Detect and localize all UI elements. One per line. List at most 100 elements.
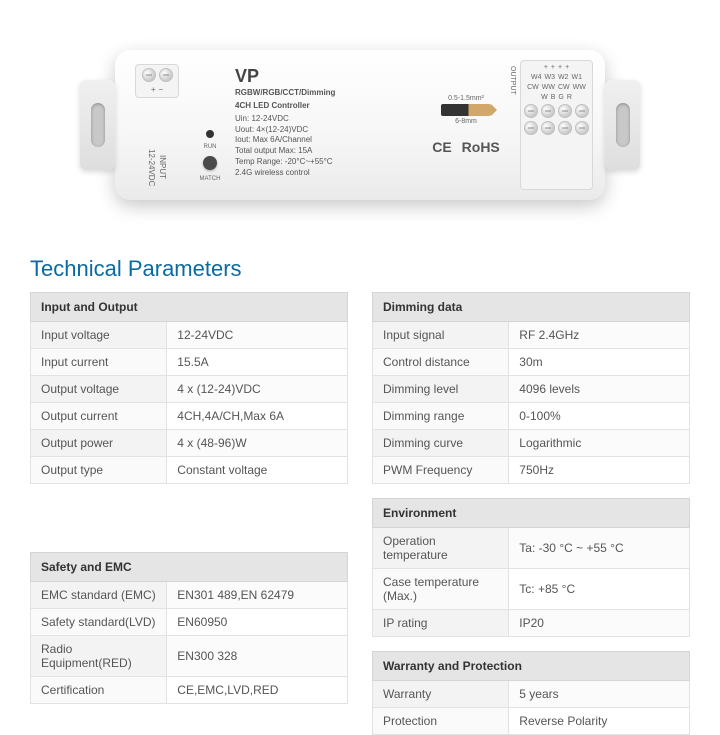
page-heading: Technical Parameters: [0, 250, 720, 292]
table-row: Radio Equipment(RED)EN300 328: [31, 636, 348, 677]
spec-line: Iout: Max 6A/Channel: [235, 135, 421, 146]
param-name: EMC standard (EMC): [31, 582, 167, 609]
spec-line: Total output Max: 15A: [235, 146, 421, 157]
output-segment: OUTPUT ++++ W4W3W2W1 CWWWCWWW WBGR: [509, 60, 593, 190]
model-name: VP: [235, 64, 421, 88]
left-column: Input and OutputInput voltage12-24VDCInp…: [30, 292, 348, 735]
param-value: 30m: [509, 349, 690, 376]
mount-ear-right: [605, 80, 640, 170]
table-safety: Safety and EMCEMC standard (EMC)EN301 48…: [30, 552, 348, 704]
run-led: [206, 130, 214, 138]
input-terminal: +−: [135, 64, 179, 98]
param-name: Dimming level: [373, 376, 509, 403]
output-terminal: ++++ W4W3W2W1 CWWWCWWW WBGR: [520, 60, 593, 190]
param-value: Logarithmic: [509, 430, 690, 457]
param-value: 750Hz: [509, 457, 690, 484]
param-name: IP rating: [373, 610, 509, 637]
table-row: IP ratingIP20: [373, 610, 690, 637]
param-name: Input current: [31, 349, 167, 376]
param-value: 15.5A: [167, 349, 348, 376]
spec-line: Uin: 12-24VDC: [235, 114, 421, 125]
param-value: IP20: [509, 610, 690, 637]
param-name: Output type: [31, 457, 167, 484]
subtitle1: RGBW/RGB/CCT/Dimming: [235, 88, 421, 99]
table-row: Input current15.5A: [31, 349, 348, 376]
param-name: Output current: [31, 403, 167, 430]
param-value: Constant voltage: [167, 457, 348, 484]
wire-diagram: 0.5-1.5mm² 6-8mm CE RoHS: [431, 60, 501, 190]
rohs-mark: RoHS: [462, 139, 500, 155]
param-name: PWM Frequency: [373, 457, 509, 484]
spec-line: Uout: 4×(12-24)VDC: [235, 125, 421, 136]
table-row: Case temperature (Max.)Tc: +85 °C: [373, 569, 690, 610]
ce-mark: CE: [432, 139, 451, 155]
table-row: Input signalRF 2.4GHz: [373, 322, 690, 349]
param-value: 0-100%: [509, 403, 690, 430]
match-label: MATCH: [200, 176, 221, 182]
table-row: Output power4 x (48-96)W: [31, 430, 348, 457]
param-value: Tc: +85 °C: [509, 569, 690, 610]
mount-ear-left: [80, 80, 115, 170]
right-column: Dimming dataInput signalRF 2.4GHzControl…: [372, 292, 690, 735]
wire-strip-icon: [441, 104, 491, 116]
device-body: +− 12-24VDC INPUT RUN MATCH VP RGBW/RGB/…: [115, 50, 605, 200]
printed-specs: VP RGBW/RGB/CCT/Dimming 4CH LED Controll…: [233, 60, 423, 190]
control-segment: RUN MATCH: [195, 60, 225, 190]
table-row: CertificationCE,EMC,LVD,RED: [31, 677, 348, 704]
param-value: 12-24VDC: [167, 322, 348, 349]
param-name: Certification: [31, 677, 167, 704]
param-name: Dimming curve: [373, 430, 509, 457]
section-header: Dimming data: [373, 293, 690, 322]
param-value: EN301 489,EN 62479: [167, 582, 348, 609]
table-row: Safety standard(LVD)EN60950: [31, 609, 348, 636]
input-label: INPUT: [158, 149, 167, 186]
table-row: Input voltage12-24VDC: [31, 322, 348, 349]
section-header: Input and Output: [31, 293, 348, 322]
param-name: Output voltage: [31, 376, 167, 403]
param-name: Warranty: [373, 681, 509, 708]
table-row: Dimming range0-100%: [373, 403, 690, 430]
param-name: Radio Equipment(RED): [31, 636, 167, 677]
output-label: OUTPUT: [509, 66, 516, 95]
table-row: Output typeConstant voltage: [31, 457, 348, 484]
param-value: EN300 328: [167, 636, 348, 677]
param-name: Case temperature (Max.): [373, 569, 509, 610]
param-name: Operation temperature: [373, 528, 509, 569]
param-name: Input signal: [373, 322, 509, 349]
table-env: EnvironmentOperation temperatureTa: -30 …: [372, 498, 690, 637]
section-header: Warranty and Protection: [373, 652, 690, 681]
spec-line: Temp Range: -20°C~+55°C: [235, 157, 421, 168]
table-row: EMC standard (EMC)EN301 489,EN 62479: [31, 582, 348, 609]
input-segment: +− 12-24VDC INPUT: [127, 60, 187, 190]
param-value: 4CH,4A/CH,Max 6A: [167, 403, 348, 430]
subtitle2: 4CH LED Controller: [235, 101, 421, 112]
table-row: Warranty5 years: [373, 681, 690, 708]
param-name: Dimming range: [373, 403, 509, 430]
section-header: Safety and EMC: [31, 553, 348, 582]
table-row: ProtectionReverse Polarity: [373, 708, 690, 735]
param-value: Ta: -30 °C ~ +55 °C: [509, 528, 690, 569]
param-value: 4 x (12-24)VDC: [167, 376, 348, 403]
table-row: Operation temperatureTa: -30 °C ~ +55 °C: [373, 528, 690, 569]
table-io: Input and OutputInput voltage12-24VDCInp…: [30, 292, 348, 484]
spec-tables: Input and OutputInput voltage12-24VDCInp…: [0, 292, 720, 735]
param-value: 4096 levels: [509, 376, 690, 403]
param-name: Safety standard(LVD): [31, 609, 167, 636]
param-name: Protection: [373, 708, 509, 735]
param-value: EN60950: [167, 609, 348, 636]
table-row: Output current4CH,4A/CH,Max 6A: [31, 403, 348, 430]
table-row: Output voltage4 x (12-24)VDC: [31, 376, 348, 403]
wire-gauge: 0.5-1.5mm²: [448, 95, 484, 102]
input-voltage-label: 12-24VDC: [147, 149, 156, 186]
table-warranty: Warranty and ProtectionWarranty5 yearsPr…: [372, 651, 690, 735]
table-row: Control distance30m: [373, 349, 690, 376]
param-name: Output power: [31, 430, 167, 457]
table-row: Dimming curveLogarithmic: [373, 430, 690, 457]
table-dimming: Dimming dataInput signalRF 2.4GHzControl…: [372, 292, 690, 484]
param-value: RF 2.4GHz: [509, 322, 690, 349]
param-value: CE,EMC,LVD,RED: [167, 677, 348, 704]
match-button[interactable]: [203, 156, 217, 170]
param-name: Input voltage: [31, 322, 167, 349]
param-value: 5 years: [509, 681, 690, 708]
device-render: +− 12-24VDC INPUT RUN MATCH VP RGBW/RGB/…: [80, 48, 640, 203]
